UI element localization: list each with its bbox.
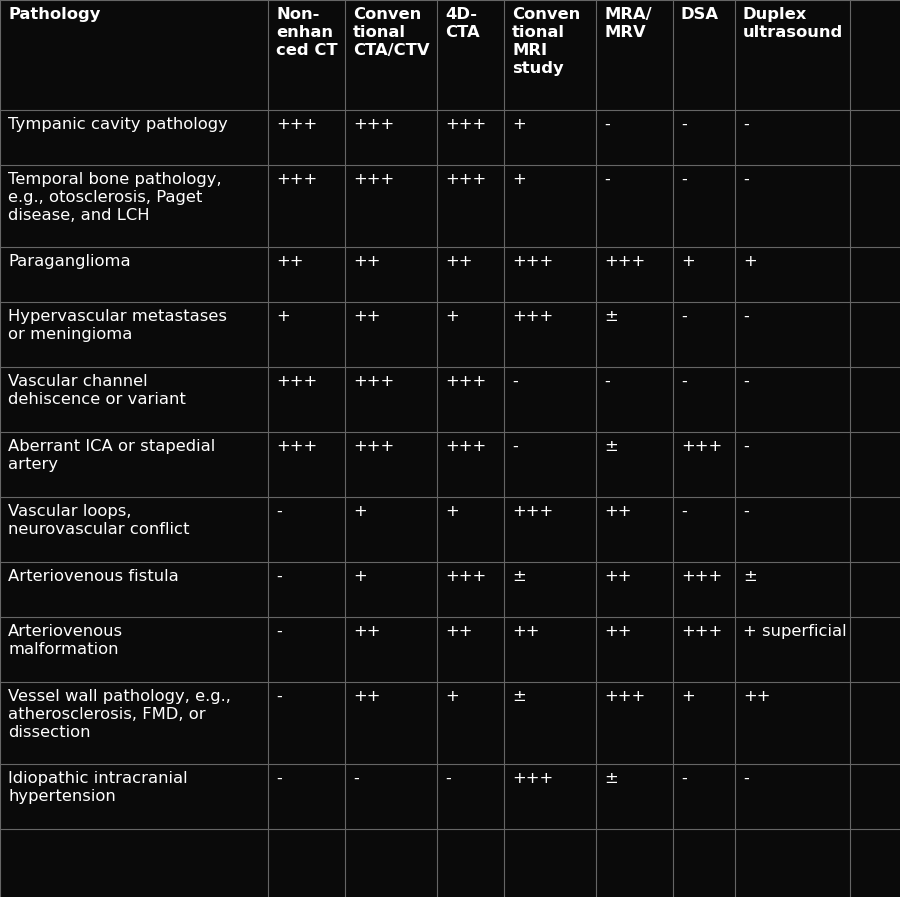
Text: Idiopathic intracranial
hypertension: Idiopathic intracranial hypertension <box>8 771 187 804</box>
Text: -: - <box>681 117 687 132</box>
Text: ++: ++ <box>604 569 632 584</box>
Text: +++: +++ <box>276 117 317 132</box>
Text: ++: ++ <box>353 624 381 639</box>
Text: ++: ++ <box>604 504 632 519</box>
Text: -: - <box>276 689 282 704</box>
Text: ±: ± <box>743 569 757 584</box>
Text: -: - <box>445 771 451 786</box>
Text: Pathology: Pathology <box>8 7 101 22</box>
Text: ±: ± <box>512 689 526 704</box>
Text: -: - <box>743 309 749 324</box>
Text: ±: ± <box>604 439 617 454</box>
Text: +++: +++ <box>445 172 486 187</box>
Text: +++: +++ <box>681 439 722 454</box>
Text: ++: ++ <box>445 624 473 639</box>
Text: -: - <box>681 504 687 519</box>
Text: +: + <box>445 309 459 324</box>
Text: -: - <box>681 172 687 187</box>
Text: ±: ± <box>512 569 526 584</box>
Text: -: - <box>743 771 749 786</box>
Text: +++: +++ <box>353 117 394 132</box>
Text: Vessel wall pathology, e.g.,
atherosclerosis, FMD, or
dissection: Vessel wall pathology, e.g., atheroscler… <box>8 689 231 740</box>
Text: +++: +++ <box>604 254 645 269</box>
Text: +++: +++ <box>353 439 394 454</box>
Text: -: - <box>681 771 687 786</box>
Text: -: - <box>276 504 282 519</box>
Text: Vascular channel
dehiscence or variant: Vascular channel dehiscence or variant <box>8 374 186 407</box>
Text: -: - <box>743 504 749 519</box>
Text: +++: +++ <box>276 172 317 187</box>
Text: +++: +++ <box>353 172 394 187</box>
Text: Non-
enhan
ced CT: Non- enhan ced CT <box>276 7 338 58</box>
Text: +++: +++ <box>512 771 554 786</box>
Text: -: - <box>276 771 282 786</box>
Text: Arteriovenous
malformation: Arteriovenous malformation <box>8 624 123 657</box>
Text: Paraganglioma: Paraganglioma <box>8 254 130 269</box>
Text: ++: ++ <box>276 254 303 269</box>
Text: -: - <box>604 117 610 132</box>
Text: -: - <box>512 439 517 454</box>
Text: +: + <box>681 254 695 269</box>
Text: Temporal bone pathology,
e.g., otosclerosis, Paget
disease, and LCH: Temporal bone pathology, e.g., otosclero… <box>8 172 221 223</box>
Text: ++: ++ <box>743 689 770 704</box>
Text: + superficial: + superficial <box>743 624 847 639</box>
Text: +++: +++ <box>512 504 554 519</box>
Text: -: - <box>743 374 749 389</box>
Text: Aberrant ICA or stapedial
artery: Aberrant ICA or stapedial artery <box>8 439 215 472</box>
Text: +++: +++ <box>353 374 394 389</box>
Text: ++: ++ <box>445 254 473 269</box>
Text: Conven
tional
CTA/CTV: Conven tional CTA/CTV <box>353 7 429 58</box>
Text: Arteriovenous fistula: Arteriovenous fistula <box>8 569 179 584</box>
Text: +++: +++ <box>445 117 486 132</box>
Text: Tympanic cavity pathology: Tympanic cavity pathology <box>8 117 228 132</box>
Text: +++: +++ <box>276 374 317 389</box>
Text: +: + <box>512 172 526 187</box>
Text: MRA/
MRV: MRA/ MRV <box>604 7 652 40</box>
Text: Hypervascular metastases
or meningioma: Hypervascular metastases or meningioma <box>8 309 227 342</box>
Text: +++: +++ <box>445 439 486 454</box>
Text: +: + <box>445 689 459 704</box>
Text: ±: ± <box>604 771 617 786</box>
Text: 4D-
CTA: 4D- CTA <box>445 7 480 40</box>
Text: Conven
tional
MRI
study: Conven tional MRI study <box>512 7 580 76</box>
Text: ++: ++ <box>353 309 381 324</box>
Text: +++: +++ <box>681 569 722 584</box>
Text: -: - <box>512 374 517 389</box>
Text: -: - <box>276 624 282 639</box>
Text: +++: +++ <box>512 254 554 269</box>
Text: -: - <box>604 172 610 187</box>
Text: +++: +++ <box>445 569 486 584</box>
Text: +++: +++ <box>681 624 722 639</box>
Text: +++: +++ <box>276 439 317 454</box>
Text: DSA: DSA <box>681 7 719 22</box>
Text: Vascular loops,
neurovascular conflict: Vascular loops, neurovascular conflict <box>8 504 190 537</box>
Text: -: - <box>353 771 359 786</box>
Text: Duplex
ultrasound: Duplex ultrasound <box>743 7 843 40</box>
Text: ++: ++ <box>512 624 539 639</box>
Text: ±: ± <box>604 309 617 324</box>
Text: -: - <box>681 374 687 389</box>
Text: +++: +++ <box>604 689 645 704</box>
Text: -: - <box>681 309 687 324</box>
Text: +: + <box>276 309 290 324</box>
Text: ++: ++ <box>353 254 381 269</box>
Text: +++: +++ <box>512 309 554 324</box>
Text: +: + <box>353 504 367 519</box>
Text: +: + <box>445 504 459 519</box>
Text: -: - <box>743 117 749 132</box>
Text: -: - <box>604 374 610 389</box>
Text: -: - <box>276 569 282 584</box>
Text: ++: ++ <box>353 689 381 704</box>
Text: +: + <box>512 117 526 132</box>
Text: -: - <box>743 172 749 187</box>
Text: +: + <box>353 569 367 584</box>
Text: ++: ++ <box>604 624 632 639</box>
Text: +: + <box>681 689 695 704</box>
Text: +++: +++ <box>445 374 486 389</box>
Text: +: + <box>743 254 757 269</box>
Text: -: - <box>743 439 749 454</box>
